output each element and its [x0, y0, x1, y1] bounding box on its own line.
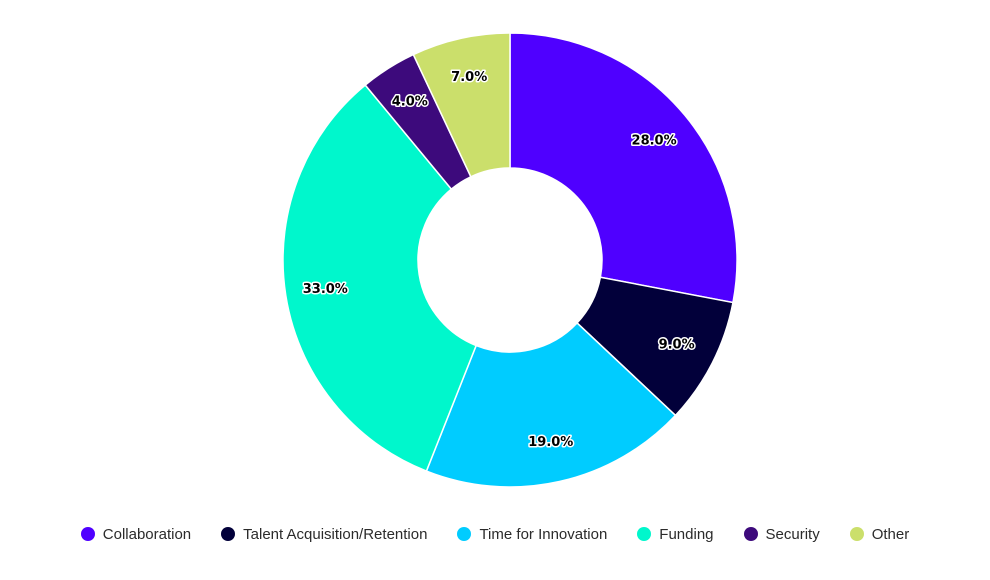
- slice-label-funding: 33.0%: [303, 282, 348, 297]
- chart-legend: Collaboration Talent Acquisition/Retentio…: [0, 520, 990, 548]
- donut-slices: [282, 32, 738, 488]
- legend-item-other[interactable]: Other: [849, 525, 910, 543]
- legend-item-funding[interactable]: Funding: [637, 525, 714, 543]
- donut-slice-time-for-innovation[interactable]: [425, 321, 677, 488]
- legend-swatch: [637, 527, 652, 541]
- legend-label: Talent Acquisition/Retention: [243, 525, 428, 543]
- legend-label: Funding: [659, 525, 714, 543]
- legend-label: Security: [765, 525, 820, 543]
- donut-slice-funding[interactable]: [282, 84, 478, 473]
- legend-swatch: [221, 527, 236, 541]
- legend-item-time-for-innovation[interactable]: Time for Innovation: [457, 526, 607, 543]
- donut-slice-other[interactable]: [412, 32, 511, 178]
- legend-swatch: [457, 527, 472, 541]
- legend-label: Other: [871, 525, 910, 543]
- legend-swatch: [743, 527, 758, 541]
- legend-item-security[interactable]: Security: [743, 525, 820, 543]
- legend-item-talent-acquisition-retention[interactable]: Talent Acquisition/Retention: [221, 526, 427, 543]
- donut-slice-labels: 28.0% 9.0% 19.0% 33.0% 4.0% 7.0%: [301, 69, 696, 452]
- slice-label-other: 7.0%: [451, 70, 487, 85]
- slice-label-talent-acquisition-retention: 9.0%: [659, 337, 695, 352]
- slice-label-time-for-innovation: 19.0%: [528, 435, 573, 450]
- slice-label-collaboration: 28.0%: [632, 133, 677, 148]
- donut-slice-collaboration[interactable]: [509, 32, 738, 304]
- donut-chart: 28.0% 9.0% 19.0% 33.0% 4.0% 7.0%: [282, 32, 738, 488]
- slice-label-security: 4.0%: [392, 95, 428, 110]
- legend-swatch: [80, 527, 95, 541]
- legend-item-collaboration[interactable]: Collaboration: [80, 525, 192, 543]
- legend-label: Time for Innovation: [479, 525, 608, 543]
- legend-label: Collaboration: [102, 525, 192, 543]
- legend-swatch: [849, 527, 864, 541]
